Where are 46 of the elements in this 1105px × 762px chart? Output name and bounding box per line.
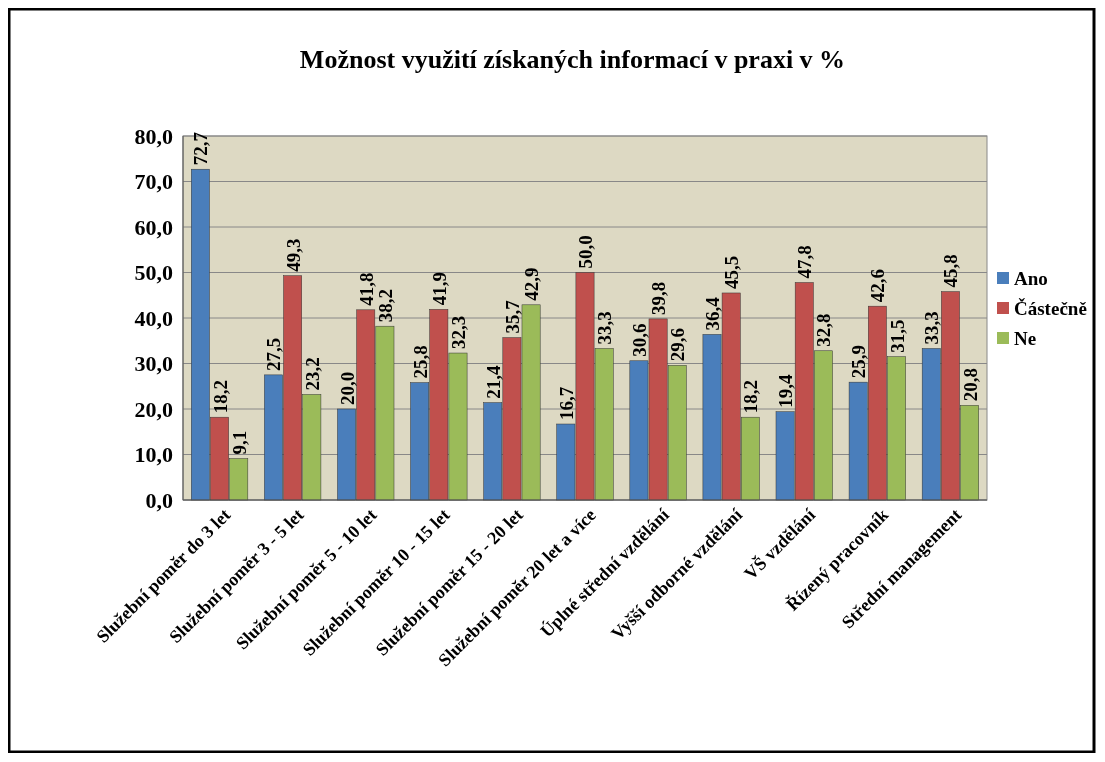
data-label: 33,3 xyxy=(594,311,616,345)
data-label: 50,0 xyxy=(575,235,596,269)
data-label: 32,8 xyxy=(813,313,835,347)
chart-title: Možnost využití získaných informací v praxi v % xyxy=(299,45,846,74)
y-tick-label: 60,0 xyxy=(134,214,173,240)
data-label: 20,8 xyxy=(959,368,981,402)
data-label: 36,4 xyxy=(702,296,724,331)
data-label: 33,3 xyxy=(921,311,943,345)
data-label: 35,7 xyxy=(501,299,523,334)
y-tick-label: 10,0 xyxy=(134,442,173,468)
data-label: 41,9 xyxy=(428,272,450,306)
y-tick-label: 50,0 xyxy=(134,260,173,286)
data-label: 42,9 xyxy=(521,267,543,301)
data-label: 42,6 xyxy=(867,268,889,303)
data-label: 29,6 xyxy=(667,328,689,362)
data-label: 25,8 xyxy=(409,345,431,379)
legend-label: Ano xyxy=(1014,267,1048,289)
data-label: 9,1 xyxy=(228,430,250,455)
y-tick-label: 70,0 xyxy=(134,169,173,195)
data-label: 45,5 xyxy=(721,255,743,289)
y-tick-label: 30,0 xyxy=(134,351,173,377)
data-label: 38,2 xyxy=(374,288,396,323)
data-label: 45,8 xyxy=(940,254,962,288)
data-label: 31,5 xyxy=(886,319,908,353)
y-tick-label: 20,0 xyxy=(134,396,173,422)
data-label: 72,7 xyxy=(190,131,212,166)
legend-label: Ne xyxy=(1014,327,1037,349)
data-label: 39,8 xyxy=(648,281,670,315)
y-tick-label: 0,0 xyxy=(145,487,173,513)
data-label: 18,2 xyxy=(209,379,231,414)
data-label: 23,2 xyxy=(301,357,323,391)
data-label: 41,8 xyxy=(355,272,377,306)
data-label: 49,3 xyxy=(282,238,304,272)
data-label: 20,0 xyxy=(336,371,358,405)
data-label: 19,4 xyxy=(775,373,797,408)
data-label: 30,6 xyxy=(628,323,650,357)
data-label: 32,3 xyxy=(447,315,469,350)
data-label: 16,7 xyxy=(555,386,577,421)
legend-label: Částečně xyxy=(1014,297,1087,319)
y-tick-label: 80,0 xyxy=(134,123,173,149)
data-label: 25,9 xyxy=(848,344,870,379)
data-label: 18,2 xyxy=(740,379,762,414)
data-label: 27,5 xyxy=(263,337,285,371)
data-label: 47,8 xyxy=(794,245,816,279)
data-label: 21,4 xyxy=(482,364,504,399)
y-tick-label: 40,0 xyxy=(134,305,173,331)
